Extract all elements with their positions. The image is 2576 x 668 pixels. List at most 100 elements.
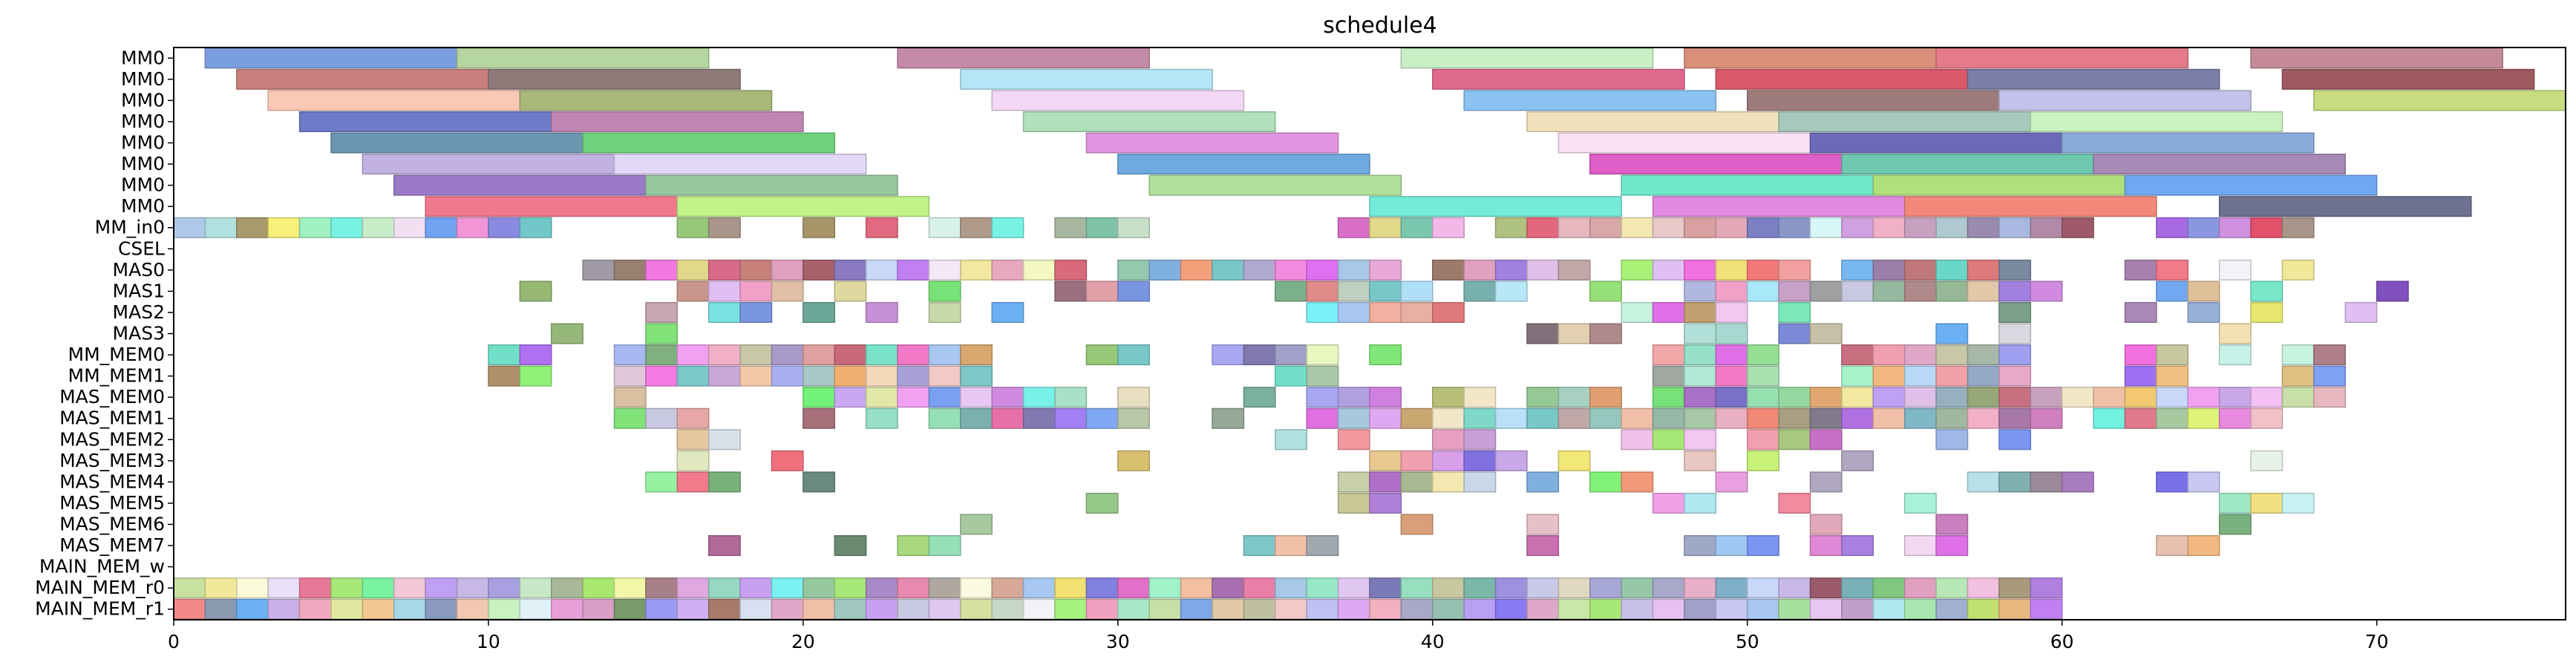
task-bar-row26-15	[645, 598, 679, 620]
task-bar-row14-0	[488, 344, 521, 366]
task-bar-row11-33	[2376, 281, 2409, 302]
x-tick-label: 40	[1421, 631, 1445, 652]
task-bar-row11-21	[1778, 281, 1811, 302]
task-bar-row3-1	[550, 111, 804, 132]
task-bar-row22-1	[1400, 514, 1434, 535]
task-bar-row25-28	[1054, 577, 1088, 599]
task-bar-row12-10	[1400, 301, 1434, 323]
task-bar-row11-28	[1998, 281, 2032, 302]
task-bar-row11-26	[1935, 281, 1969, 302]
task-bar-row10-11	[928, 259, 961, 281]
task-bar-row8-35	[1778, 217, 1811, 238]
task-bar-row10-36	[1841, 259, 1874, 281]
task-bar-row26-36	[1306, 598, 1339, 620]
task-bar-row14-3	[645, 344, 679, 366]
y-tick-label: MAS_MEM2	[59, 428, 165, 450]
task-bar-row11-32	[2250, 281, 2284, 302]
task-bar-row17-7	[991, 407, 1024, 429]
task-bar-row19-2	[1117, 450, 1150, 471]
task-bar-row19-9	[1684, 450, 1717, 471]
task-bar-row11-6	[928, 281, 961, 302]
task-bar-row17-32	[1903, 407, 1937, 429]
x-tick-label: 30	[1106, 631, 1130, 652]
task-bar-row25-9	[456, 577, 489, 599]
task-bar-row10-9	[865, 259, 898, 281]
task-bar-row26-49	[1715, 598, 1748, 620]
task-bar-row15-8	[802, 365, 836, 387]
task-bar-row21-2	[1369, 492, 1402, 514]
task-bar-row1-1	[488, 68, 741, 90]
task-bar-row26-50	[1746, 598, 1779, 620]
task-bar-row6-1	[645, 174, 898, 196]
task-bar-row16-38	[2218, 387, 2252, 408]
task-bar-row3-2	[1022, 111, 1276, 132]
task-bar-row18-8	[1684, 429, 1717, 451]
task-bar-row15-27	[2156, 365, 2189, 387]
task-bar-row17-30	[1841, 407, 1874, 429]
task-bar-row16-2	[834, 387, 867, 408]
task-bar-row25-15	[645, 577, 679, 599]
task-bar-row26-33	[1212, 598, 1245, 620]
task-bar-row11-10	[1275, 281, 1307, 302]
task-bar-row14-34	[2281, 344, 2315, 366]
task-bar-row18-6	[1621, 429, 1654, 451]
task-bar-row16-34	[2093, 387, 2126, 408]
task-bar-row17-17	[1432, 407, 1465, 429]
task-bar-row8-12	[676, 217, 710, 238]
task-bar-row26-3	[267, 598, 301, 620]
task-bar-row16-41	[2313, 387, 2346, 408]
task-bar-row26-52	[1809, 598, 1843, 620]
task-bar-row17-1	[645, 407, 679, 429]
task-bar-row21-8	[2250, 492, 2284, 514]
task-bar-row18-0	[676, 429, 710, 451]
task-bar-row12-8	[1337, 301, 1370, 323]
task-bar-row25-0	[173, 577, 206, 599]
task-bar-row0-2	[897, 48, 1150, 69]
task-bar-row11-1	[676, 281, 710, 302]
task-bar-row25-34	[1243, 577, 1276, 599]
task-bar-row15-7	[771, 365, 804, 387]
task-bar-row15-23	[1935, 365, 1969, 387]
y-tick-label: MM_MEM1	[68, 365, 165, 387]
task-bar-row19-11	[1841, 450, 1874, 471]
task-bar-row16-4	[897, 387, 930, 408]
task-bar-row8-31	[1652, 217, 1685, 238]
task-bar-row23-15	[2156, 535, 2189, 557]
task-bar-row8-17	[960, 217, 993, 238]
task-bar-row16-17	[1526, 387, 1560, 408]
task-bar-row17-6	[960, 407, 993, 429]
task-bar-row11-23	[1841, 281, 1874, 302]
task-bar-row25-2	[236, 577, 269, 599]
task-bar-row12-13	[1652, 301, 1685, 323]
task-bar-row10-6	[771, 259, 804, 281]
task-bar-row11-19	[1715, 281, 1748, 302]
task-bar-row16-29	[1935, 387, 1969, 408]
task-bar-row7-5	[2218, 196, 2472, 217]
task-bar-row25-5	[330, 577, 364, 599]
task-bar-row17-11	[1117, 407, 1150, 429]
task-bar-row14-10	[865, 344, 898, 366]
task-bar-row10-23	[1337, 259, 1370, 281]
task-bar-row16-1	[802, 387, 836, 408]
task-bar-row8-11	[519, 217, 552, 238]
task-bar-row25-31	[1148, 577, 1182, 599]
task-bar-row4-2	[1085, 132, 1339, 154]
task-bar-row4-1	[582, 132, 836, 154]
x-tick-label: 10	[477, 631, 500, 652]
task-bar-row14-5	[707, 344, 741, 366]
task-bar-row17-21	[1557, 407, 1591, 429]
task-bar-row17-38	[2124, 407, 2157, 429]
task-bar-row19-8	[1557, 450, 1591, 471]
task-bar-row26-23	[897, 598, 930, 620]
y-tick-label: MAS_MEM6	[59, 514, 165, 535]
task-bar-row25-32	[1180, 577, 1213, 599]
task-bar-row13-10	[1998, 323, 2032, 344]
task-bar-row17-23	[1621, 407, 1654, 429]
task-bar-row8-15	[865, 217, 898, 238]
y-tick-label: MM0	[121, 132, 165, 154]
task-bar-row21-9	[2281, 492, 2315, 514]
task-bar-row11-11	[1306, 281, 1339, 302]
task-bar-row25-33	[1212, 577, 1245, 599]
task-bar-row25-14	[613, 577, 647, 599]
task-bar-row8-28	[1557, 217, 1591, 238]
